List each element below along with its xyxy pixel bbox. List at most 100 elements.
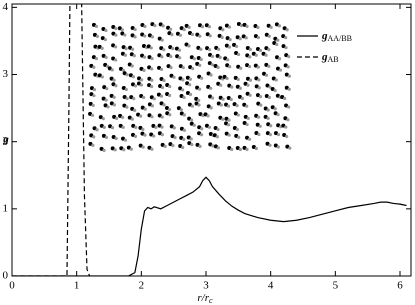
particle xyxy=(199,133,204,137)
particle xyxy=(278,68,283,72)
particle xyxy=(197,103,201,107)
particle xyxy=(216,146,220,150)
particle xyxy=(92,135,96,139)
particle xyxy=(104,135,109,139)
particle xyxy=(210,96,215,100)
particle xyxy=(235,127,239,132)
particle xyxy=(114,84,118,88)
particle xyxy=(150,147,154,151)
particle xyxy=(182,128,187,132)
particle xyxy=(113,148,117,152)
particle xyxy=(139,83,144,87)
particle xyxy=(124,87,128,92)
particle xyxy=(268,85,272,89)
particle xyxy=(236,52,241,57)
particle xyxy=(277,57,282,61)
particle xyxy=(276,145,280,149)
particle xyxy=(230,147,234,152)
particle xyxy=(216,65,220,70)
particle xyxy=(171,47,175,51)
particle xyxy=(150,104,154,108)
particle xyxy=(238,147,242,152)
particle xyxy=(286,65,290,69)
particle xyxy=(239,66,243,70)
particle xyxy=(160,38,164,42)
particle xyxy=(106,105,110,109)
particle xyxy=(218,55,222,59)
particle xyxy=(172,75,176,79)
particle xyxy=(285,134,289,139)
particle xyxy=(133,27,137,32)
particle xyxy=(139,78,144,82)
particle xyxy=(267,34,271,38)
particle xyxy=(238,86,242,90)
particle xyxy=(189,137,193,141)
particle xyxy=(259,103,263,107)
particle xyxy=(181,66,185,70)
particle xyxy=(122,148,126,152)
particle xyxy=(257,78,261,82)
particle xyxy=(168,27,173,31)
particle xyxy=(125,73,129,77)
particle xyxy=(188,92,193,97)
particle xyxy=(245,24,249,29)
particle xyxy=(276,133,281,137)
x-axis-label-subscript: c xyxy=(209,296,213,305)
x-axis-label-main: r/r xyxy=(197,292,209,304)
particle xyxy=(121,68,126,73)
particle xyxy=(153,24,157,28)
particle xyxy=(192,123,196,127)
particle xyxy=(284,46,288,50)
particle xyxy=(190,143,194,147)
inset-frame xyxy=(88,22,293,154)
particle xyxy=(275,42,279,47)
particle xyxy=(95,34,100,38)
particle xyxy=(190,32,195,37)
particle xyxy=(167,107,172,112)
particle xyxy=(129,147,133,151)
particle xyxy=(112,78,116,82)
x-tick-label: 2 xyxy=(139,280,145,292)
particle xyxy=(90,113,95,117)
y-tick-label: 1 xyxy=(3,202,9,214)
particle xyxy=(257,115,261,119)
particle xyxy=(227,133,231,137)
particle xyxy=(247,64,252,69)
particle xyxy=(150,67,154,71)
particle xyxy=(234,44,239,49)
particle xyxy=(150,78,154,82)
particle xyxy=(133,84,138,88)
particle xyxy=(113,45,118,49)
particle xyxy=(285,28,289,32)
particle xyxy=(161,24,165,28)
particle xyxy=(110,68,114,72)
particle xyxy=(152,97,156,101)
particle xyxy=(152,134,156,138)
particle xyxy=(198,63,202,67)
particle xyxy=(133,35,137,39)
particle xyxy=(100,46,104,50)
particle xyxy=(159,94,164,98)
particle xyxy=(190,104,195,108)
particle xyxy=(210,63,214,67)
particle xyxy=(172,126,176,130)
series-line xyxy=(12,176,407,276)
particle xyxy=(120,115,125,119)
particle xyxy=(168,84,172,89)
particle xyxy=(264,53,268,57)
particle xyxy=(150,115,154,119)
particle xyxy=(254,146,258,151)
particle xyxy=(94,24,99,28)
particle xyxy=(236,113,240,117)
particle xyxy=(110,126,115,130)
particle xyxy=(238,37,242,41)
particle xyxy=(187,44,191,48)
particle xyxy=(94,57,98,61)
particle xyxy=(267,95,271,100)
y-tick-label: 4 xyxy=(3,1,9,13)
particle xyxy=(240,96,244,100)
particle xyxy=(287,74,291,78)
particle xyxy=(264,73,269,77)
particle xyxy=(227,118,231,122)
particle xyxy=(230,85,234,89)
